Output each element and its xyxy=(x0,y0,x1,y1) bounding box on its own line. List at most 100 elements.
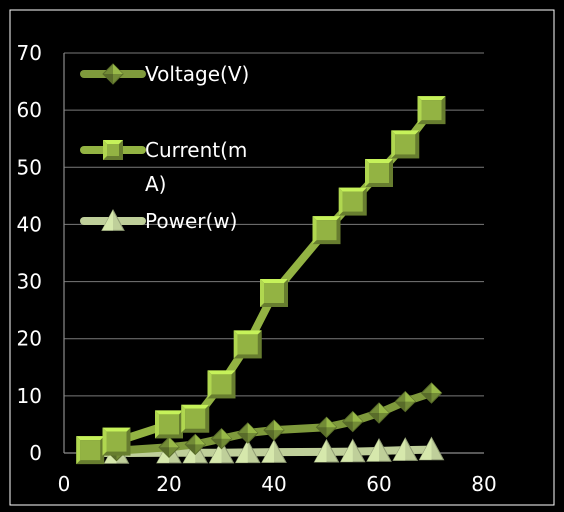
square-marker-top-bevel xyxy=(338,187,367,192)
legend-label: A) xyxy=(145,172,166,196)
square-marker-left-bevel xyxy=(181,404,186,433)
triangle-marker-highlight xyxy=(419,437,432,460)
square-marker-top-bevel xyxy=(312,216,341,221)
y-tick-label: 30 xyxy=(17,270,42,294)
square-marker xyxy=(391,130,420,159)
legend-label: Current(m xyxy=(145,138,247,162)
diamond-marker-highlight xyxy=(405,391,416,402)
triangle-marker-highlight xyxy=(367,439,379,462)
y-tick-label: 20 xyxy=(17,327,42,351)
square-marker-top-bevel xyxy=(391,130,420,135)
triangle-marker xyxy=(418,436,445,461)
legend-label: Voltage(V) xyxy=(145,62,249,86)
triangle-marker xyxy=(234,439,261,464)
diamond-marker-shadow xyxy=(159,447,169,458)
diamond-marker-highlight xyxy=(326,417,337,428)
triangle-marker-highlight xyxy=(262,440,274,463)
chart-frame xyxy=(9,9,555,506)
square-marker-left-bevel xyxy=(365,159,369,187)
square-marker-face xyxy=(185,408,206,429)
square-marker xyxy=(417,96,446,125)
diamond-marker-shadow xyxy=(316,427,327,438)
triangle-marker xyxy=(339,438,366,463)
square-marker xyxy=(260,279,288,307)
triangle-marker xyxy=(208,439,235,464)
y-tick-label: 0 xyxy=(29,441,42,465)
diamond-marker-highlight xyxy=(274,420,284,431)
square-marker xyxy=(233,330,262,359)
square-marker xyxy=(155,410,183,439)
diamond-marker-shadow xyxy=(369,413,379,423)
triangle-marker xyxy=(392,437,419,461)
square-marker-top-bevel xyxy=(76,436,105,441)
square-marker-face xyxy=(421,100,442,121)
square-marker-top-bevel xyxy=(233,330,262,335)
diamond-marker-shadow xyxy=(395,401,406,412)
square-marker-top-bevel xyxy=(417,96,446,101)
diamond-marker-shadow xyxy=(264,430,274,441)
triangle-marker-highlight xyxy=(183,440,196,463)
diamond-marker-highlight xyxy=(352,411,363,422)
diamond-marker xyxy=(263,419,285,441)
square-marker-left-bevel xyxy=(207,370,212,399)
x-tick-label: 20 xyxy=(156,472,181,496)
square-marker-top-bevel xyxy=(365,159,393,163)
diamond-marker-shadow xyxy=(211,438,222,449)
diamond-marker-highlight xyxy=(221,428,232,439)
diamond-marker-highlight xyxy=(431,383,442,393)
square-marker-left-bevel xyxy=(155,410,159,439)
series-layer xyxy=(76,96,446,465)
triangle-marker-highlight xyxy=(235,440,248,463)
square-marker-left-bevel xyxy=(312,216,317,245)
legend-label: Power(w) xyxy=(145,209,237,233)
square-marker xyxy=(207,370,236,399)
diamond-marker-highlight xyxy=(379,403,389,413)
diamond-marker-highlight xyxy=(113,64,123,74)
square-marker xyxy=(181,404,210,433)
diamond-marker xyxy=(368,402,390,424)
triangle-marker xyxy=(366,437,392,462)
square-marker-face xyxy=(316,220,337,241)
triangle-marker-highlight xyxy=(102,210,113,231)
y-tick-label: 50 xyxy=(17,155,42,179)
square-marker-left-bevel xyxy=(102,427,107,456)
legend-item: Current(m A) xyxy=(80,138,247,196)
diamond-marker-shadow xyxy=(237,433,248,443)
triangle-marker-highlight xyxy=(209,440,222,463)
square-marker-face xyxy=(106,431,127,452)
square-marker-left-bevel xyxy=(417,96,422,125)
square-marker-left-bevel xyxy=(76,436,81,465)
square-marker-top-bevel xyxy=(260,279,288,283)
diamond-marker-highlight xyxy=(169,437,179,448)
square-marker-face xyxy=(342,191,363,212)
axes: 0 10 20 30 40 50 60 70 0 20 40 60 80 xyxy=(17,41,497,496)
triangle-marker-highlight xyxy=(393,438,406,461)
square-marker-top-bevel xyxy=(103,140,123,144)
square-marker-face xyxy=(107,144,119,156)
x-tick-label: 80 xyxy=(471,472,496,496)
triangle-marker xyxy=(101,208,125,231)
diamond-marker-shadow xyxy=(185,444,196,455)
square-marker xyxy=(76,436,105,465)
diamond-marker xyxy=(342,410,364,433)
legend-item: Power(w) xyxy=(80,208,237,233)
diamond-marker xyxy=(394,390,416,413)
diamond-marker xyxy=(102,63,124,85)
y-tick-label: 60 xyxy=(17,98,42,122)
triangle-marker xyxy=(313,438,340,463)
diamond-marker xyxy=(315,416,338,438)
diamond-marker-shadow xyxy=(103,74,113,84)
square-marker xyxy=(102,427,131,456)
square-marker-left-bevel xyxy=(391,130,396,159)
x-tick-label: 60 xyxy=(366,472,391,496)
y-tick-label: 40 xyxy=(17,212,42,236)
square-marker xyxy=(338,187,367,216)
square-marker-face xyxy=(159,414,179,435)
square-marker-top-bevel xyxy=(207,370,236,375)
square-marker-face xyxy=(369,163,389,183)
diamond-marker-highlight xyxy=(195,434,206,445)
diamond-marker-highlight xyxy=(247,423,258,433)
diamond-marker xyxy=(158,436,180,458)
x-tick-label: 40 xyxy=(261,472,286,496)
